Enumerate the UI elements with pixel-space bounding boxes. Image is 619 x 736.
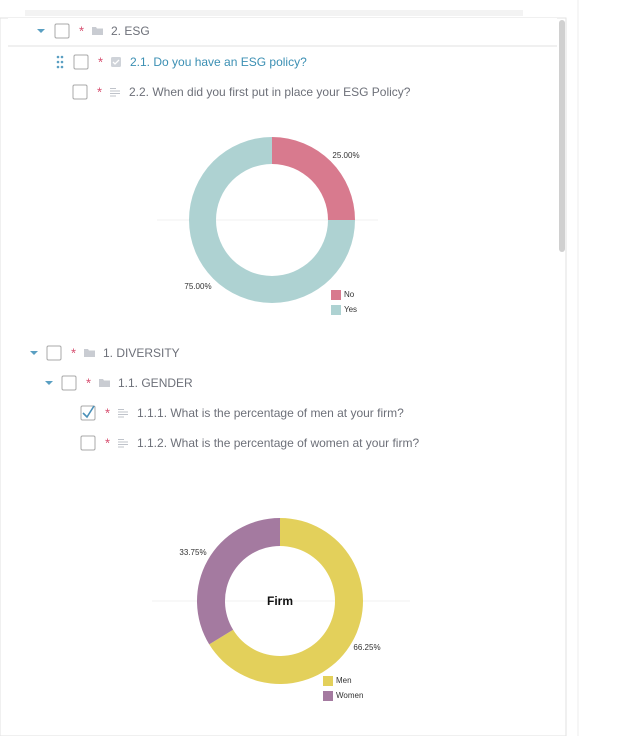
question-icon-line xyxy=(118,409,124,410)
legend-label: No xyxy=(344,290,355,299)
required-mark: * xyxy=(71,345,76,360)
required-mark: * xyxy=(79,23,84,38)
slice-label: 33.75% xyxy=(179,548,206,557)
legend-label: Yes xyxy=(344,305,357,314)
sticky-header xyxy=(8,18,557,46)
question-icon-line xyxy=(110,88,116,89)
checkbox[interactable] xyxy=(61,375,77,391)
checkbox[interactable] xyxy=(54,23,70,39)
checkbox[interactable] xyxy=(46,345,62,361)
pie-slice xyxy=(189,137,355,303)
tree-item-label[interactable]: 2.1. Do you have an ESG policy? xyxy=(130,55,307,69)
checkbox[interactable] xyxy=(80,435,96,451)
folder-icon xyxy=(84,349,95,357)
drag-dot[interactable] xyxy=(60,60,64,64)
panel xyxy=(0,17,567,736)
pie-slice xyxy=(209,518,363,684)
question-icon-line xyxy=(118,411,128,413)
drag-dot[interactable] xyxy=(60,55,64,59)
question-icon-line xyxy=(118,444,128,445)
question-icon-line xyxy=(118,439,124,440)
slice-label: 25.00% xyxy=(332,151,359,160)
legend-swatch xyxy=(331,290,341,300)
question-icon-line xyxy=(118,414,128,415)
drag-dot[interactable] xyxy=(56,65,60,69)
question-icon-line xyxy=(110,90,120,92)
question-icon-line xyxy=(110,95,116,97)
checkbox[interactable] xyxy=(72,84,88,100)
legend-swatch xyxy=(323,691,333,701)
required-mark: * xyxy=(105,405,110,420)
tree-item-label[interactable]: 1.1. GENDER xyxy=(118,376,193,390)
scrollbar[interactable] xyxy=(559,20,565,252)
question-icon-check xyxy=(112,59,120,65)
legend-swatch xyxy=(331,305,341,315)
tree-item-label[interactable]: 1.1.1. What is the percentage of men at … xyxy=(137,406,404,420)
tree-item-label[interactable]: 2.2. When did you first put in place you… xyxy=(129,85,411,99)
tree-item-label[interactable]: 1. DIVERSITY xyxy=(103,346,180,360)
slice-label: 75.00% xyxy=(184,282,211,291)
checkbox[interactable] xyxy=(73,54,89,70)
pie-slice xyxy=(272,137,355,220)
legend-label: Women xyxy=(336,691,363,700)
tree-item-label[interactable]: 1.1.2. What is the percentage of women a… xyxy=(137,436,419,450)
required-mark: * xyxy=(97,84,102,99)
question-icon-line xyxy=(118,441,128,443)
question-icon-line xyxy=(118,446,124,448)
folder-icon xyxy=(99,379,110,387)
folder-icon xyxy=(92,27,103,35)
top-shadow xyxy=(25,10,523,16)
drag-dot[interactable] xyxy=(56,55,60,59)
expand-caret[interactable] xyxy=(45,381,53,385)
expand-caret[interactable] xyxy=(30,351,38,355)
tree-item-label[interactable]: 2. ESG xyxy=(111,24,150,38)
drag-dot[interactable] xyxy=(56,60,60,64)
question-icon-line xyxy=(110,93,120,94)
pie-center-label: Firm xyxy=(267,594,293,608)
legend-label: Men xyxy=(336,676,352,685)
question-icon-line xyxy=(118,416,124,418)
required-mark: * xyxy=(105,435,110,450)
drag-dot[interactable] xyxy=(60,65,64,69)
legend-swatch xyxy=(323,676,333,686)
required-mark: * xyxy=(86,375,91,390)
expand-caret[interactable] xyxy=(37,29,45,33)
checkmark xyxy=(82,405,95,419)
pie-slice xyxy=(197,518,280,645)
question-icon xyxy=(111,57,121,67)
required-mark: * xyxy=(98,54,103,69)
slice-label: 66.25% xyxy=(353,643,380,652)
